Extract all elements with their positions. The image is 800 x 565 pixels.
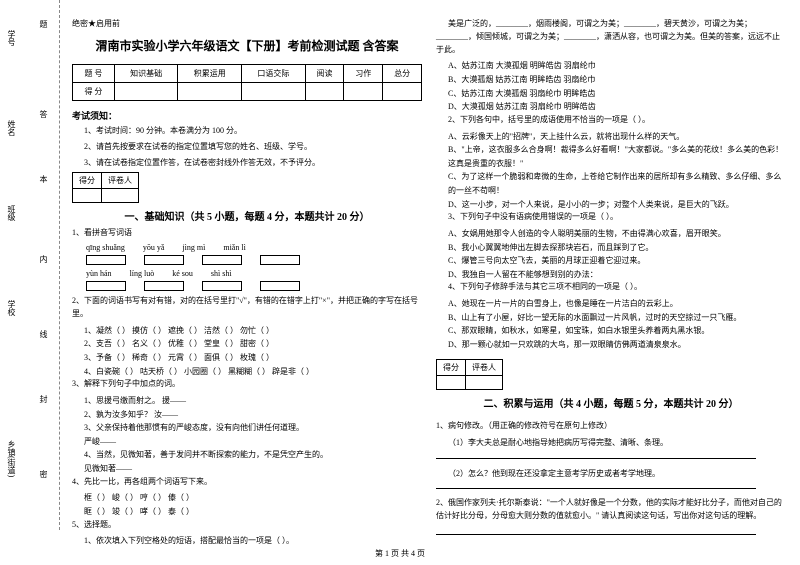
score-h6: 总分 <box>383 65 422 83</box>
q2-l3: 3、予备（ ） 稀奇（ ） 元霄（ ） 面俱（ ） 枚瑰（ ） <box>84 351 422 365</box>
grader-table-1: 得分评卷人 <box>72 172 139 203</box>
exam-title: 渭南市实验小学六年级语文【下册】考前检测试题 含答案 <box>72 37 422 54</box>
q2-heading: 2、下面的词语书写有对有错，对的在括号里打"√"，有错的在错字上打"×"，并把正… <box>72 295 422 321</box>
q4-l1: 框（ ） 峻（ ） 哼（ ） 傣（ ） <box>84 491 422 505</box>
confidential-note: 绝密★启用前 <box>72 18 422 29</box>
r-q2: 2、下列各句中，括号里的成语使用不恰当的一项是（ ）。 <box>436 114 786 127</box>
s2-blank1 <box>436 450 786 464</box>
r-q4-b: B、山上有了小屋，好比一望无际的水面飘过一片风帆，过时的天空掠过一只飞雁。 <box>448 311 786 325</box>
r-q2-c: C、为了这样一个脆弱和卑微的生命，上苍给它制作出来的居所却有多么精致、多么仔细、… <box>448 170 786 197</box>
r-q3-a: A、女娲用她那令人创造的令人聪明美丽的生物，不由得满心欢喜，眉开眼笑。 <box>448 227 786 241</box>
pinyin-row-2: yùn hán líng luò ké sou shì shì <box>86 269 422 278</box>
score-h1: 知识基础 <box>114 65 178 83</box>
field-town: 乡镇(街道) <box>6 440 17 477</box>
q3-l4: 4、当然，见微知著，善于发问并不断探索的能力，不是凭空产生的。 <box>84 448 422 462</box>
notice-1: 1、考试时间：90 分钟。本卷满分为 100 分。 <box>72 125 422 138</box>
mark-ben: 本 <box>38 175 49 183</box>
score-table: 题 号 知识基础 积累运用 口语交际 阅读 习作 总分 得 分 <box>72 64 422 101</box>
field-name: 姓名 <box>6 120 17 136</box>
s2-q1: 1、病句修改。（用正确的修改符号在原句上修改） <box>436 420 786 433</box>
page-footer: 第 1 页 共 4 页 <box>0 548 800 559</box>
r-q4-c: C、那双眼睛，如秋水，如寒星，如宝珠，如白水银里头养着两丸黑水银。 <box>448 324 786 338</box>
notice-2: 2、请首先按要求在试卷的指定位置填写您的姓名、班级、学号。 <box>72 141 422 154</box>
notice-heading: 考试须知： <box>72 109 422 122</box>
q3-l3b: 严峻—— <box>84 435 422 449</box>
score-h0: 题 号 <box>73 65 115 83</box>
grader-table-2: 得分评卷人 <box>436 359 503 390</box>
s2-q1-1: （1）李大夫总是耐心地指导她把病历写得完整、清晰、条理。 <box>448 436 786 450</box>
box-row-1 <box>86 255 422 265</box>
field-school: 学校 <box>6 300 17 316</box>
score-h2: 积累运用 <box>178 65 242 83</box>
q3-l4b: 见微知著—— <box>84 462 422 476</box>
q4-heading: 4、先比一比，再各组两个词语写下来。 <box>72 476 422 489</box>
s2-blank2 <box>436 480 786 494</box>
q3-l2: 2、孰为汝多知乎？ 汝—— <box>84 408 422 422</box>
q1-heading: 1、看拼音写词语 <box>72 227 422 240</box>
r-q4-d: D、那一颗心就如一只欢跳的大鸟，那一双眼睛仿佛两道清泉泉水。 <box>448 338 786 352</box>
r-q3-b: B、我小心翼翼地伸出左脚去探那块岩石，而且踩到了它。 <box>448 241 786 255</box>
binding-sidebar: 学号 姓名 班级 学校 乡镇(街道) 题 答 本 内 线 封 密 <box>0 0 60 530</box>
right-column: 美是广泛的，________，烟雨楼阁，可谓之为美；________，碧天黄沙，… <box>436 18 786 542</box>
q2-l2: 2、支吾（ ） 名义（ ） 优稚（ ） 堂皇（ ） 甜密（ ） <box>84 337 422 351</box>
q5-heading: 5、选择题。 <box>72 519 422 532</box>
s2-blank3 <box>436 526 786 540</box>
r-optB: B、大漠孤烟 姑苏江南 明眸皓齿 羽扇纶巾 <box>448 73 786 87</box>
left-column: 绝密★启用前 渭南市实验小学六年级语文【下册】考前检测试题 含答案 题 号 知识… <box>72 18 422 548</box>
field-class: 班级 <box>6 205 17 221</box>
section-2-title: 二、积累与运用（共 4 小题，每题 5 分，本题共计 20 分） <box>436 395 786 410</box>
score-h5: 习作 <box>344 65 383 83</box>
mark-xian: 线 <box>38 330 49 338</box>
q2-l1: 1、凝然（ ） 摸仿（ ） 遮挽（ ） 洁然（ ） 勿忙（ ） <box>84 324 422 338</box>
q2-l4: 4、白瓷碗（ ） 咕天桥（ ） 小园圈（ ） 黑糊糊（ ） 辟是非（ ） <box>84 365 422 379</box>
r-optA: A、姑苏江南 大漠孤烟 明眸皓齿 羽扇纶巾 <box>448 59 786 73</box>
r-q2-a: A、云彩像天上的"招牌"，天上挂什么云，就将出现什么样的天气。 <box>448 130 786 144</box>
score-row2: 得 分 <box>73 83 115 101</box>
s2-q2: 2、俄国作家列夫·托尔斯泰说："一个人就好像是一个分数，他的实际才能好比分子，而… <box>436 497 786 523</box>
score-h3: 口语交际 <box>242 65 306 83</box>
mark-feng: 封 <box>38 395 49 403</box>
q3-l3: 3、父亲保持着他那惯有的严峻态度，没有向他们讲任何道理。 <box>84 421 422 435</box>
score-h4: 阅读 <box>305 65 344 83</box>
mark-da: 答 <box>38 110 49 118</box>
r-optD: D、大漠孤烟 姑苏江南 羽扇纶巾 明眸皓齿 <box>448 100 786 114</box>
section-1-title: 一、基础知识（共 5 小题，每题 4 分，本题共计 20 分） <box>72 208 422 223</box>
r-q3-d: D、我独自一人留在不能够想到别的办法： <box>448 268 786 282</box>
notice-3: 3、请在试卷指定位置作答，在试卷密封线外作答无效，不予评分。 <box>72 157 422 170</box>
q3-heading: 3、解释下列句子中加点的词。 <box>72 378 422 391</box>
r-optC: C、姑苏江南 大漠孤烟 羽扇纶巾 明眸皓齿 <box>448 87 786 101</box>
r-q4: 4、下列句子修辞手法与其它三项不相同的一项是（ ）。 <box>436 281 786 294</box>
q3-l1: 1、思援弓缴而射之。 援—— <box>84 394 422 408</box>
mark-mi: 密 <box>38 470 49 478</box>
q4-l2: 眶（ ） 竣（ ） 哮（ ） 泰（ ） <box>84 505 422 519</box>
r-q2-b: B、"上帝，这衣服多么合身啊！裁得多么好看啊！"大家都说。"多么美的花纹！多么美… <box>448 143 786 170</box>
box-row-2 <box>86 281 422 291</box>
mark-nei: 内 <box>38 255 49 263</box>
field-student-id: 学号 <box>6 30 17 46</box>
mark-ti: 题 <box>38 20 49 28</box>
r-q5-passage: 美是广泛的，________，烟雨楼阁，可谓之为美；________，碧天黄沙，… <box>436 18 786 56</box>
r-q4-a: A、她现在一片一片的白雪身上，也像是睡在一片洁白的云彩上。 <box>448 297 786 311</box>
r-q3: 3、下列句子中没有语病使用错误的一项是（ ）。 <box>436 211 786 224</box>
pinyin-row-1: qīng shuǎng yōu yǎ jìng mì miǎn lì <box>86 243 422 252</box>
r-q2-d: D、这一小步，对一个人来说，是小小的一步；对整个人类来说，是巨大的飞跃。 <box>448 198 786 212</box>
r-q3-c: C、爆管三号向太空飞去，美丽的月球正迎着它迎过来。 <box>448 254 786 268</box>
s2-q1-2: （2）怎么？他到现在还没拿定主意考学历史或者考学地理。 <box>448 467 786 481</box>
q5-1: 1、依次填入下列空格处的短语，搭配最恰当的一项是（ ）。 <box>84 534 422 548</box>
